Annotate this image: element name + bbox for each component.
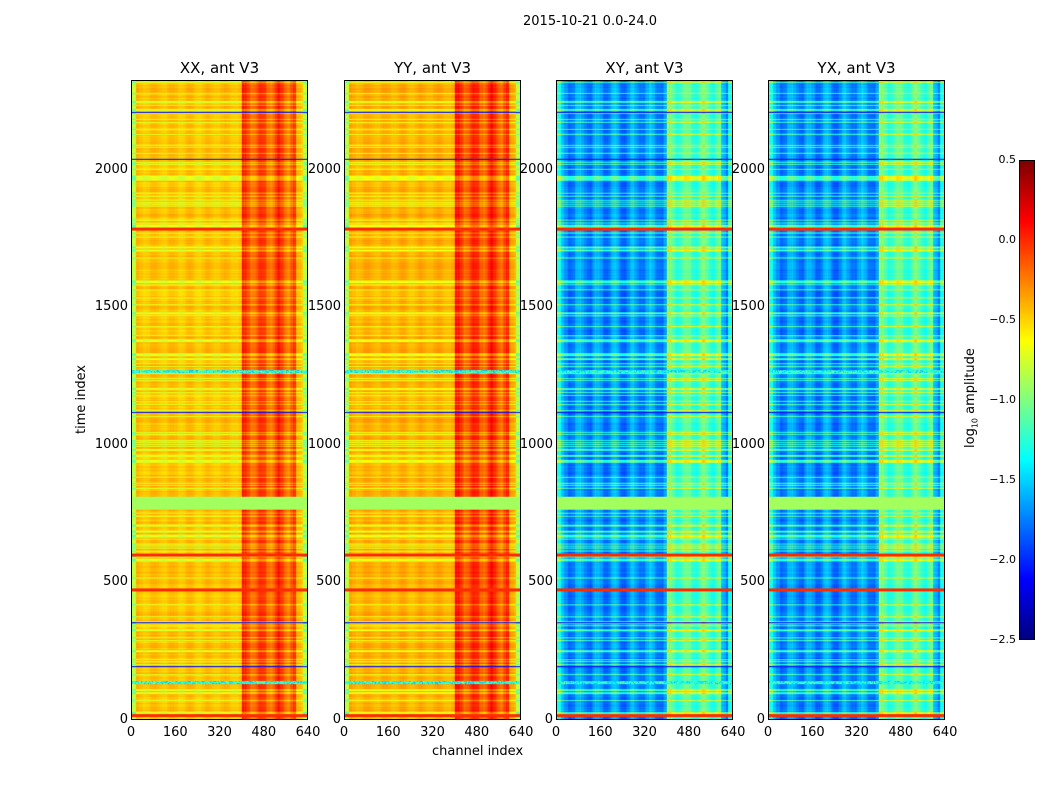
y-tick-label: 0 bbox=[756, 712, 765, 727]
y-tick-label: 2000 bbox=[731, 161, 765, 177]
x-tick-label: 640 bbox=[508, 725, 534, 740]
heatmap-image bbox=[132, 81, 307, 719]
x-tick-label: 0 bbox=[126, 725, 136, 740]
heatmap-panel bbox=[556, 80, 733, 720]
colorbar bbox=[1019, 160, 1035, 640]
x-tick-label: 0 bbox=[551, 725, 561, 740]
x-tick-label: 480 bbox=[251, 725, 277, 740]
y-tick-label: 500 bbox=[740, 574, 765, 590]
x-tick-label: 160 bbox=[799, 725, 825, 740]
y-tick-label: 2000 bbox=[519, 161, 553, 177]
x-tick-label: 160 bbox=[587, 725, 613, 740]
y-tick-label: 1000 bbox=[94, 436, 128, 452]
y-tick-label: 500 bbox=[316, 574, 341, 590]
colorbar-tick-label: −1.5 bbox=[989, 473, 1016, 486]
x-tick-label: 0 bbox=[763, 725, 773, 740]
y-tick-label: 500 bbox=[103, 574, 128, 590]
y-tick-label: 1500 bbox=[731, 299, 765, 315]
x-tick-label: 480 bbox=[888, 725, 914, 740]
y-tick-label: 0 bbox=[544, 712, 553, 727]
colorbar-tick-label: 0.0 bbox=[998, 233, 1017, 246]
y-tick-label: 2000 bbox=[94, 161, 128, 177]
colorbar-label: log10 amplitude bbox=[963, 348, 980, 448]
x-tick-label: 320 bbox=[844, 725, 869, 740]
y-tick-label: 2000 bbox=[307, 161, 341, 177]
heatmap-image bbox=[557, 81, 732, 719]
x-axis-label: channel index bbox=[432, 744, 524, 759]
y-tick-label: 500 bbox=[528, 574, 553, 590]
x-tick-label: 480 bbox=[676, 725, 702, 740]
panel-title: YY, ant V3 bbox=[393, 59, 471, 77]
y-tick-label: 0 bbox=[119, 712, 128, 727]
colorbar-tick-label: −0.5 bbox=[989, 313, 1016, 326]
panel-title: XY, ant V3 bbox=[605, 59, 684, 77]
heatmap-panel bbox=[131, 80, 308, 720]
x-tick-label: 160 bbox=[162, 725, 188, 740]
x-tick-label: 0 bbox=[339, 725, 349, 740]
y-tick-label: 1500 bbox=[94, 299, 128, 315]
y-tick-label: 1000 bbox=[731, 436, 765, 452]
x-tick-label: 160 bbox=[375, 725, 401, 740]
x-tick-label: 480 bbox=[464, 725, 490, 740]
x-tick-label: 640 bbox=[295, 725, 321, 740]
heatmap-image bbox=[769, 81, 944, 719]
y-tick-label: 1500 bbox=[307, 299, 341, 315]
colorbar-tick-label: 0.5 bbox=[998, 153, 1017, 166]
y-tick-label: 1000 bbox=[307, 436, 341, 452]
heatmap-image bbox=[345, 81, 520, 719]
heatmap-panel bbox=[344, 80, 521, 720]
x-tick-label: 640 bbox=[932, 725, 958, 740]
colorbar-tick-label: −2.5 bbox=[989, 633, 1016, 646]
x-tick-label: 320 bbox=[420, 725, 445, 740]
heatmap-panel bbox=[768, 80, 945, 720]
x-tick-label: 320 bbox=[632, 725, 657, 740]
y-tick-label: 1500 bbox=[519, 299, 553, 315]
colorbar-tick-label: −2.0 bbox=[989, 553, 1016, 566]
x-tick-label: 320 bbox=[207, 725, 232, 740]
figure-suptitle: 2015-10-21 0.0-24.0 bbox=[523, 14, 657, 29]
colorbar-tick-label: −1.0 bbox=[989, 393, 1016, 406]
y-tick-label: 1000 bbox=[519, 436, 553, 452]
colorbar-gradient bbox=[1020, 161, 1034, 639]
x-tick-label: 640 bbox=[720, 725, 746, 740]
y-axis-label: time index bbox=[74, 364, 89, 434]
panel-title: YX, ant V3 bbox=[817, 59, 896, 77]
panel-title: XX, ant V3 bbox=[179, 59, 260, 77]
y-tick-label: 0 bbox=[332, 712, 341, 727]
